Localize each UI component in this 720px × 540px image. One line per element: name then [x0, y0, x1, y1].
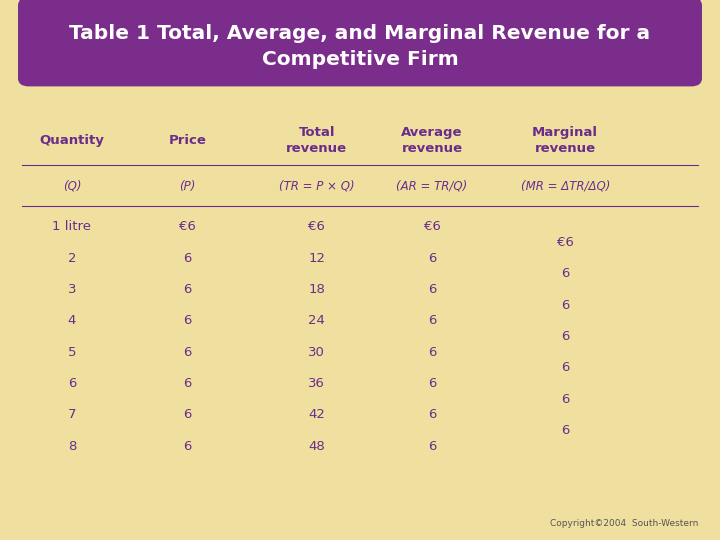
FancyBboxPatch shape [18, 0, 702, 86]
Text: 48: 48 [308, 440, 325, 453]
Text: 6: 6 [183, 408, 192, 421]
Text: 6: 6 [561, 393, 570, 406]
Text: 6: 6 [428, 346, 436, 359]
Text: 18: 18 [308, 283, 325, 296]
Text: €6: €6 [423, 220, 441, 233]
Text: Price: Price [168, 134, 206, 147]
Text: 2: 2 [68, 252, 76, 265]
Text: 6: 6 [561, 424, 570, 437]
Text: 3: 3 [68, 283, 76, 296]
Text: 6: 6 [183, 252, 192, 265]
Text: 6: 6 [183, 314, 192, 327]
Text: 6: 6 [428, 408, 436, 421]
Text: 6: 6 [428, 314, 436, 327]
Text: Marginal
revenue: Marginal revenue [532, 126, 598, 155]
Text: 6: 6 [183, 440, 192, 453]
Text: (MR = ΔTR/ΔQ): (MR = ΔTR/ΔQ) [521, 180, 610, 193]
Text: (Q): (Q) [63, 180, 81, 193]
Text: 6: 6 [561, 330, 570, 343]
Text: 6: 6 [428, 252, 436, 265]
Text: Copyright©2004  South-Western: Copyright©2004 South-Western [550, 519, 698, 528]
Text: 6: 6 [428, 283, 436, 296]
Text: 6: 6 [561, 299, 570, 312]
Text: 12: 12 [308, 252, 325, 265]
Text: 42: 42 [308, 408, 325, 421]
Text: Table 1 Total, Average, and Marginal Revenue for a: Table 1 Total, Average, and Marginal Rev… [69, 24, 651, 43]
Text: Average
revenue: Average revenue [401, 126, 463, 155]
Text: 6: 6 [428, 377, 436, 390]
Text: 30: 30 [308, 346, 325, 359]
Text: 6: 6 [183, 377, 192, 390]
Text: (TR = P × Q): (TR = P × Q) [279, 180, 355, 193]
Text: Quantity: Quantity [40, 134, 104, 147]
Text: 4: 4 [68, 314, 76, 327]
Text: €6: €6 [179, 220, 196, 233]
Text: 5: 5 [68, 346, 76, 359]
Text: 6: 6 [68, 377, 76, 390]
Text: (P): (P) [179, 180, 195, 193]
Text: 7: 7 [68, 408, 76, 421]
Text: 6: 6 [428, 440, 436, 453]
Text: 6: 6 [561, 361, 570, 374]
Text: 6: 6 [561, 267, 570, 280]
Text: Total
revenue: Total revenue [287, 126, 347, 155]
Text: 8: 8 [68, 440, 76, 453]
Text: 24: 24 [308, 314, 325, 327]
Text: 36: 36 [308, 377, 325, 390]
Text: 6: 6 [183, 283, 192, 296]
Text: €6: €6 [308, 220, 325, 233]
Text: 1 litre: 1 litre [53, 220, 91, 233]
Text: Competitive Firm: Competitive Firm [261, 50, 459, 69]
Text: (AR = TR/Q): (AR = TR/Q) [397, 180, 467, 193]
Text: €6: €6 [557, 236, 574, 249]
Text: 6: 6 [183, 346, 192, 359]
